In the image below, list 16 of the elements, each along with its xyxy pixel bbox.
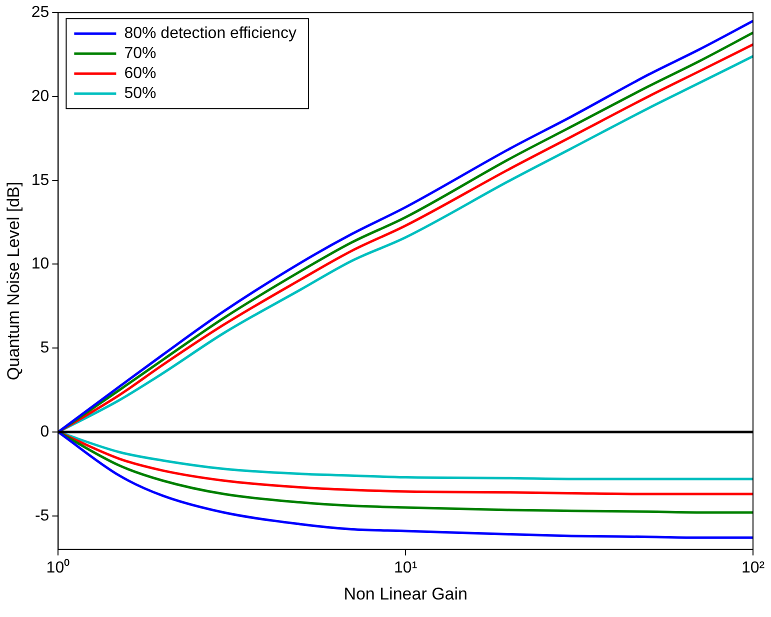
x-tick-label: 10⁰ — [46, 558, 70, 576]
legend-label: 60% — [124, 65, 156, 82]
y-tick-label: 10 — [31, 256, 50, 273]
legend-label: 70% — [124, 45, 156, 62]
x-tick-label: 10¹ — [394, 559, 418, 576]
y-tick-label: 25 — [31, 4, 50, 22]
y-tick-label: -5 — [34, 507, 50, 524]
legend-label: 50% — [124, 85, 156, 102]
y-tick-label: 20 — [31, 88, 50, 105]
y-tick-label: 15 — [31, 172, 50, 189]
y-axis-title: Quantum Noise Level [dB] — [4, 182, 23, 380]
x-axis-title: Non Linear Gain — [344, 584, 468, 604]
x-tick-label: 10² — [741, 559, 766, 576]
y-tick-label: 5 — [40, 340, 50, 357]
y-tick-label: 0 — [40, 423, 50, 440]
legend-label: 80% detection efficiency — [124, 25, 296, 42]
